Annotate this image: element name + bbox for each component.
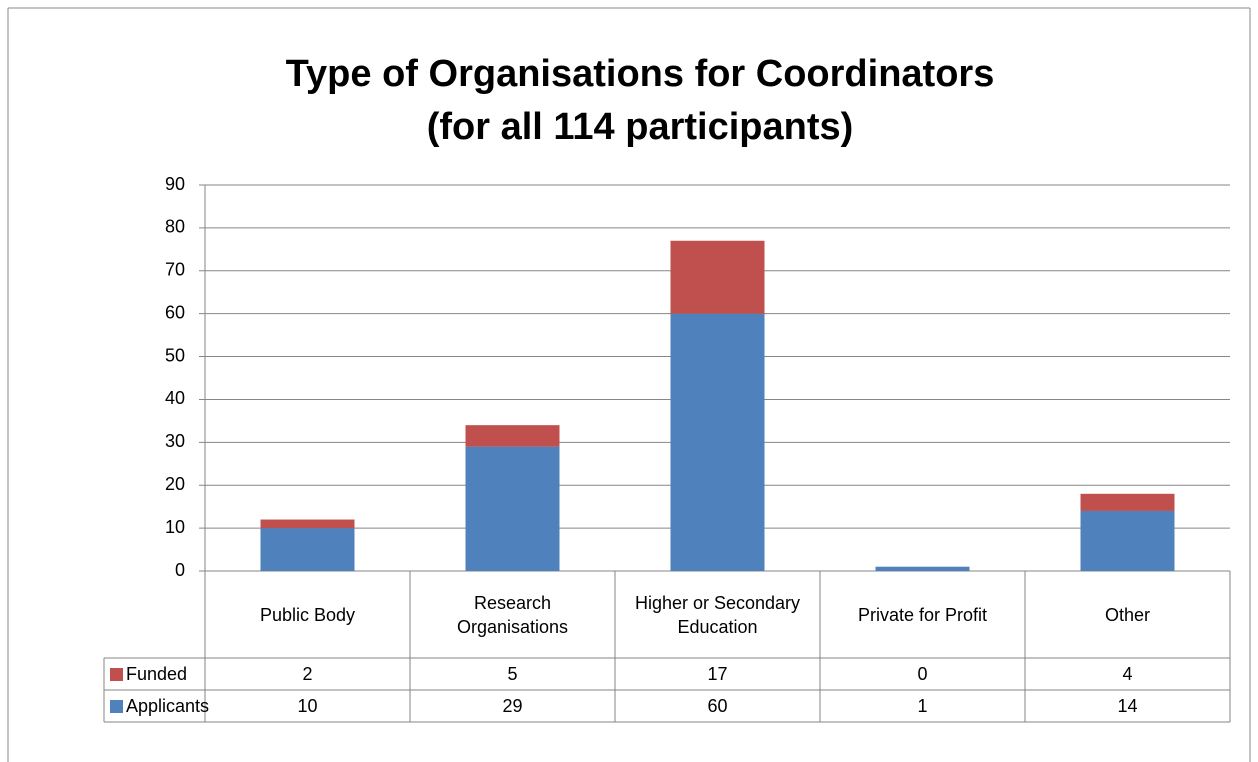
category-label: Public Body: [259, 604, 356, 625]
y-tick-label: 0: [175, 560, 185, 580]
bar: [465, 425, 560, 447]
category-label: Research Organisations: [456, 592, 569, 637]
y-tick-label: 80: [165, 217, 185, 237]
bar: [465, 446, 560, 571]
table-value: 17: [707, 664, 727, 684]
y-tick-label: 70: [165, 260, 185, 280]
category-label: Private for Profit: [857, 604, 988, 625]
table-value: 0: [917, 664, 927, 684]
y-tick-label: 30: [165, 431, 185, 451]
chart-title: (for all 114 participants): [427, 106, 854, 148]
y-tick-label: 50: [165, 345, 185, 365]
y-tick-label: 90: [165, 174, 185, 194]
bar: [670, 313, 765, 571]
y-tick-label: 20: [165, 474, 185, 494]
table-value: 2: [302, 664, 312, 684]
legend-key: [110, 668, 123, 681]
bar: [1080, 510, 1175, 571]
table-value: 10: [297, 696, 317, 716]
y-tick-label: 10: [165, 517, 185, 537]
legend-label: Funded: [126, 664, 187, 684]
legend-label: Applicants: [126, 696, 209, 716]
chart-title: Type of Organisations for Coordinators: [286, 53, 995, 95]
bar: [875, 566, 970, 571]
table-value: 14: [1117, 696, 1137, 716]
y-tick-label: 40: [165, 388, 185, 408]
bar: [1080, 493, 1175, 511]
legend-key: [110, 700, 123, 713]
table-value: 29: [502, 696, 522, 716]
table-value: 5: [507, 664, 517, 684]
bar: [260, 519, 355, 529]
table-value: 4: [1122, 664, 1132, 684]
y-tick-label: 60: [165, 302, 185, 322]
category-label: Higher or Secondary Education: [634, 592, 801, 637]
category-label: Other: [1104, 604, 1151, 625]
bar: [260, 528, 355, 571]
bar: [670, 240, 765, 314]
table-value: 60: [707, 696, 727, 716]
table-value: 1: [917, 696, 927, 716]
